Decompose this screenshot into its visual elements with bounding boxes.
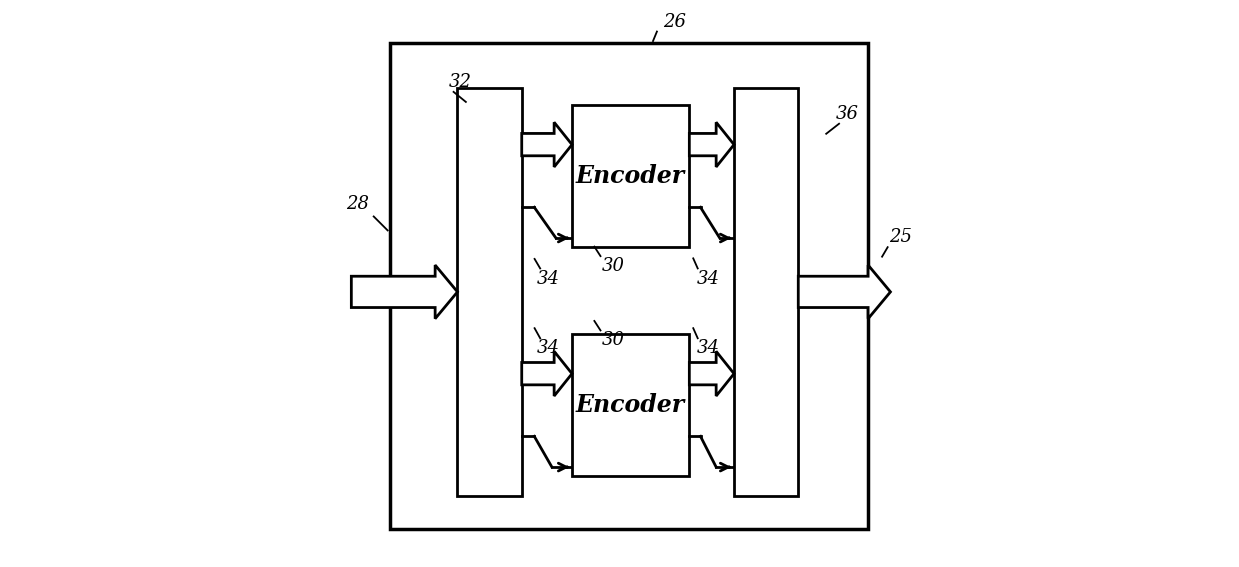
Text: Encoder: Encoder [576,164,685,188]
Text: 36: 36 [836,104,860,122]
Bar [572,334,689,476]
Polygon shape [522,122,572,167]
Polygon shape [352,265,457,319]
Polygon shape [689,352,733,396]
Text: 34: 34 [696,340,720,357]
Text: 28: 28 [346,195,369,213]
Text: 32: 32 [449,73,472,91]
Bar [457,88,522,496]
Bar [572,105,689,247]
Text: Encoder: Encoder [576,393,685,417]
Text: 34: 34 [696,269,720,287]
Text: 30: 30 [602,331,624,349]
Text: 26: 26 [663,13,686,31]
Bar [733,88,798,496]
Text: 34: 34 [536,269,560,287]
Polygon shape [798,265,891,319]
Text: 25: 25 [888,227,912,246]
Text: 30: 30 [602,257,624,274]
Bar [390,43,869,530]
Text: 34: 34 [536,340,560,357]
Polygon shape [522,352,572,396]
Polygon shape [689,122,733,167]
